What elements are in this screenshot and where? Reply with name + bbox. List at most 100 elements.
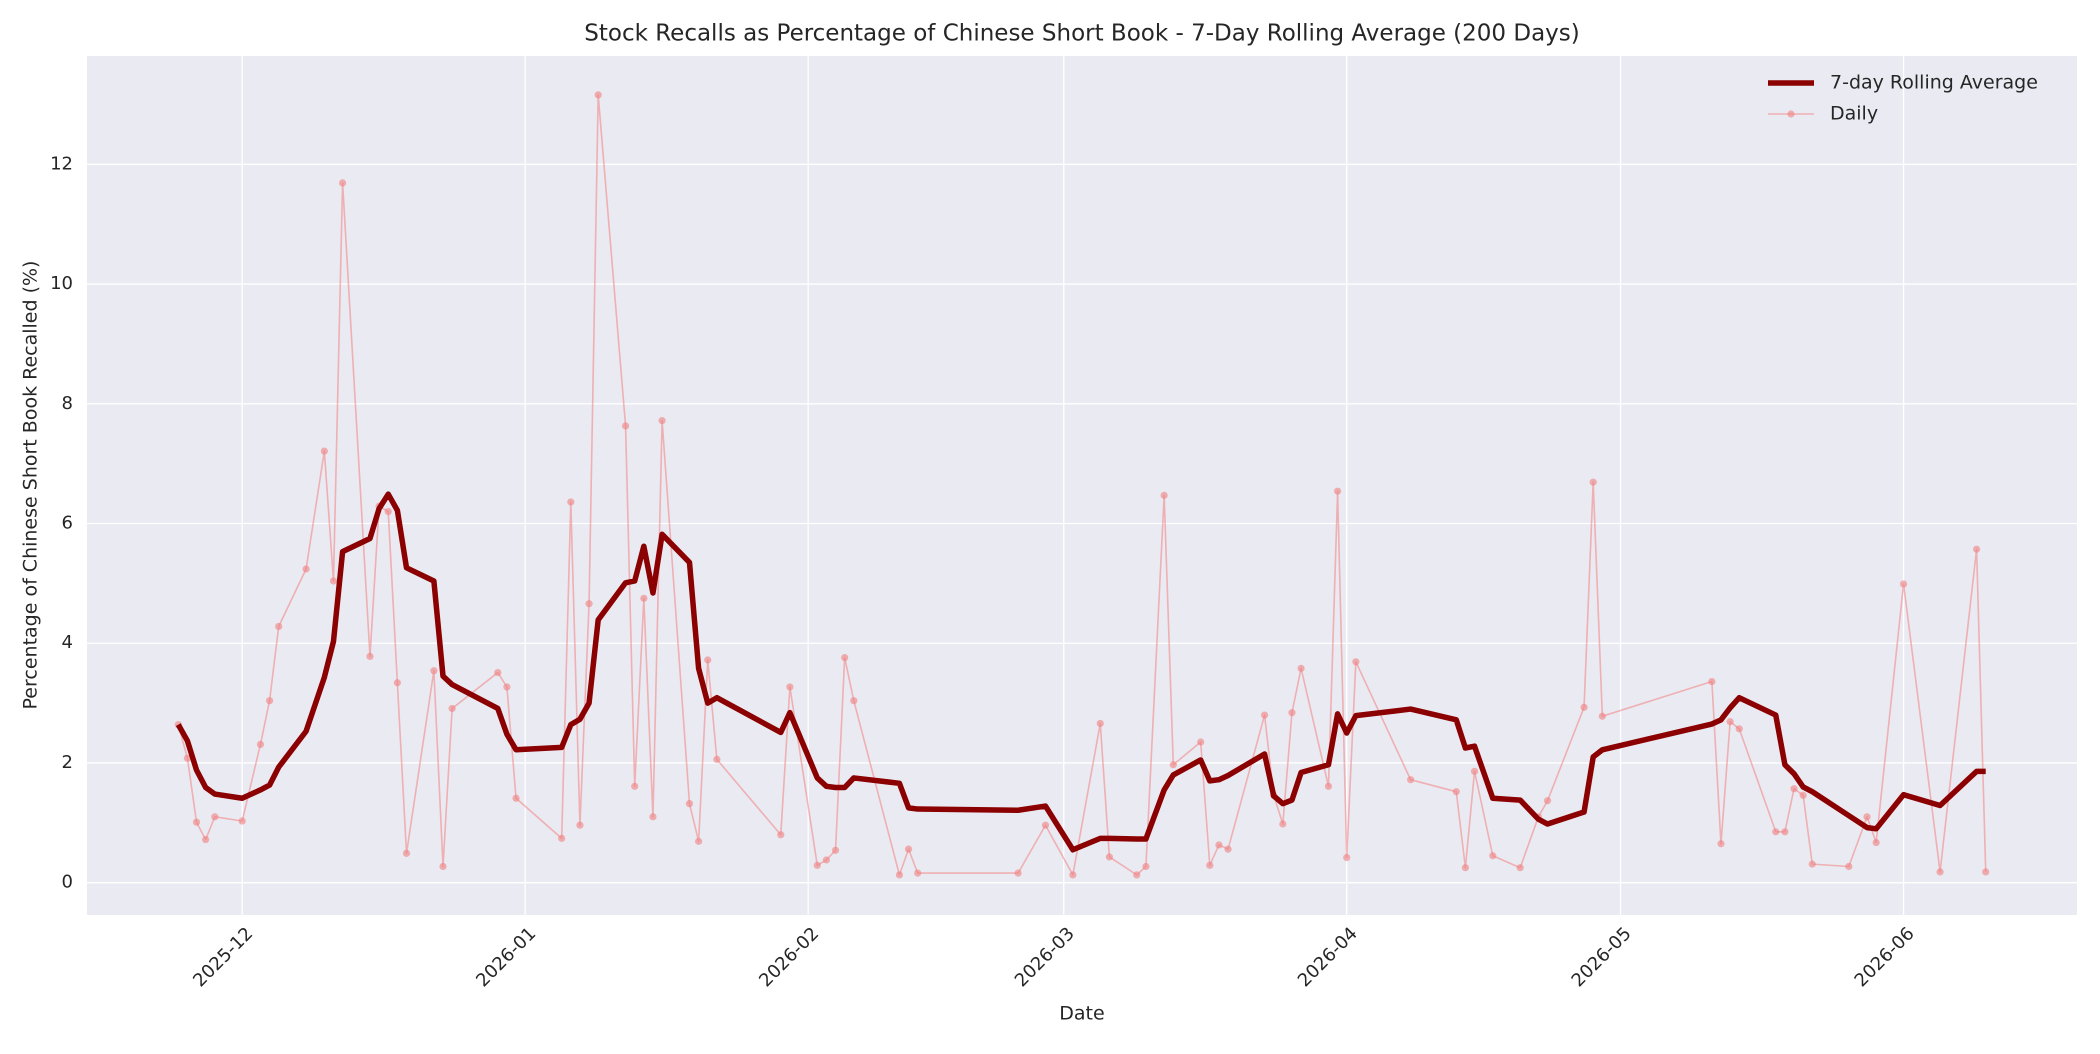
data-point (192, 818, 201, 826)
data-point (1352, 658, 1360, 666)
legend-marker (1787, 110, 1795, 118)
data-point (1516, 864, 1524, 872)
data-point (576, 821, 584, 829)
data-point (640, 594, 648, 602)
data-point (621, 422, 630, 430)
data-point (1133, 871, 1141, 879)
data-point (1598, 712, 1606, 720)
y-tick-label: 6 (62, 513, 73, 534)
data-point (512, 794, 520, 802)
data-point (183, 754, 192, 762)
data-point (1717, 840, 1725, 848)
data-point (594, 91, 602, 99)
data-point (1543, 797, 1552, 805)
data-point (329, 577, 338, 585)
data-point (841, 653, 849, 662)
data-point (1014, 869, 1022, 877)
data-point (1333, 487, 1342, 495)
data-point (1708, 677, 1716, 686)
data-point (914, 869, 922, 877)
data-point (1206, 861, 1214, 869)
data-point (1982, 868, 1990, 876)
x-tick-label: 2025-12 (189, 923, 257, 991)
y-tick-label: 4 (62, 632, 73, 653)
data-point (1735, 725, 1743, 733)
data-point (585, 600, 593, 608)
data-point (1808, 860, 1816, 868)
y-tick-label: 0 (62, 872, 73, 893)
data-point (1407, 776, 1415, 784)
data-point (302, 565, 310, 573)
data-point (895, 871, 904, 879)
data-point (631, 782, 639, 790)
x-tick-label: 2026-05 (1568, 923, 1636, 991)
data-point (1589, 478, 1597, 486)
data-point (338, 179, 347, 187)
data-point (685, 800, 694, 808)
data-point (1160, 491, 1168, 499)
data-point (1489, 852, 1497, 860)
data-point (1224, 845, 1232, 853)
data-point (1279, 820, 1287, 828)
y-tick-label: 8 (62, 393, 73, 414)
x-axis-label: Date (1059, 1003, 1104, 1025)
data-point (1799, 791, 1807, 799)
data-point (1452, 788, 1460, 796)
data-point (658, 416, 666, 425)
data-point (558, 834, 566, 842)
data-point (402, 849, 411, 857)
data-point (1726, 718, 1734, 726)
data-point (430, 667, 438, 675)
x-tick-label: 2026-06 (1851, 923, 1919, 991)
y-tick-label: 10 (50, 273, 73, 294)
data-point (320, 447, 328, 455)
data-point (1096, 719, 1104, 728)
data-point (1169, 761, 1177, 769)
data-point (1781, 828, 1789, 836)
data-point (1470, 767, 1479, 775)
data-point (503, 683, 511, 691)
data-point (256, 740, 265, 748)
data-point (366, 652, 374, 661)
data-point (1197, 738, 1205, 746)
data-point (831, 846, 840, 854)
data-point (238, 817, 246, 825)
data-point (649, 813, 657, 821)
data-point (713, 755, 721, 763)
data-point (265, 697, 274, 705)
data-point (1872, 838, 1880, 847)
data-point (850, 697, 858, 705)
y-tick-label: 12 (50, 153, 73, 174)
data-point (1772, 828, 1780, 836)
data-point (904, 845, 913, 853)
x-tick-label: 2026-03 (1011, 923, 1079, 991)
chart-title: Stock Recalls as Percentage of Chinese S… (584, 21, 1580, 47)
data-point (1972, 545, 1981, 553)
data-point (567, 498, 575, 506)
data-point (393, 679, 401, 687)
data-point (384, 507, 392, 516)
x-tick-label: 2026-02 (755, 923, 823, 991)
data-point (439, 862, 447, 871)
y-axis-label: Percentage of Chinese Short Book Recalle… (20, 261, 42, 710)
x-tick-label: 2026-01 (472, 923, 540, 991)
data-point (1105, 853, 1113, 861)
data-point (1899, 580, 1908, 588)
data-point (494, 668, 502, 677)
data-point (1790, 785, 1798, 793)
data-point (202, 835, 210, 844)
data-point (695, 837, 703, 845)
data-point (1215, 841, 1223, 849)
data-point (822, 856, 831, 864)
data-point (786, 683, 794, 691)
series-line (175, 491, 1986, 853)
data-point (704, 656, 712, 664)
data-point (1297, 664, 1305, 672)
data-point (1343, 853, 1351, 862)
data-point (1142, 862, 1150, 871)
data-point (448, 704, 456, 713)
data-point (1461, 864, 1469, 872)
y-tick-label: 2 (62, 752, 73, 773)
data-point (1324, 782, 1333, 790)
